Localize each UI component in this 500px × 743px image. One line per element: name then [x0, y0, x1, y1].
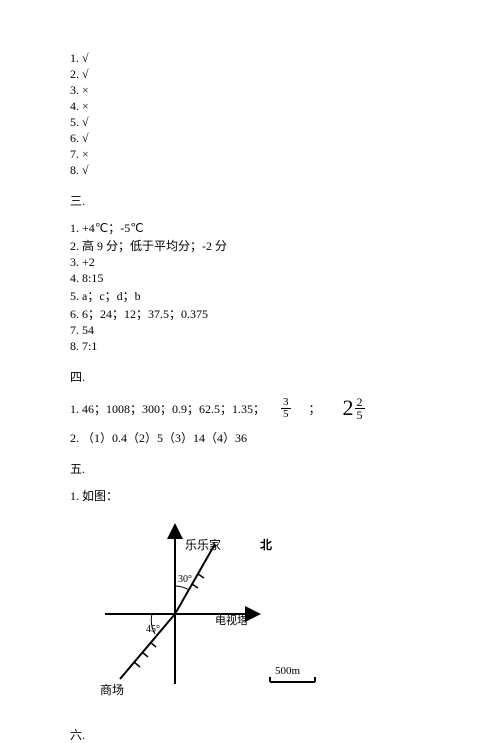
whole: 2	[343, 395, 354, 421]
section-heading: 五.	[70, 460, 430, 477]
numerator: 2	[355, 396, 365, 409]
angle2-label: 45°	[146, 624, 160, 635]
section-heading: 四.	[70, 368, 430, 385]
section-heading: 三.	[70, 192, 430, 209]
list-item: 5. √	[70, 115, 430, 130]
angle1-label: 30°	[178, 574, 192, 585]
home-label: 乐乐家	[185, 537, 221, 552]
north-label: 北	[260, 537, 272, 552]
list-item: 2. √	[70, 67, 430, 82]
list-item: 1. √	[70, 51, 430, 66]
section-list: 1. √ 2. √ 3. × 4. × 5. √ 6. √ 7. × 8. √	[70, 51, 430, 178]
list-item: 3. ×	[70, 83, 430, 98]
fraction: 3 5	[281, 397, 291, 420]
denominator: 5	[281, 409, 291, 420]
list-item: 4. ×	[70, 99, 430, 114]
list-item: 8. √	[70, 163, 430, 178]
text: 1. 46；1008；300；0.9；62.5；1.35；	[70, 400, 265, 417]
mall-label: 商场	[100, 682, 124, 697]
text: 1. 如图：	[70, 487, 430, 504]
section-heading: 六.	[70, 726, 430, 743]
list-item: 2. 高 9 分；低于平均分；-2 分	[70, 237, 430, 254]
list-item: 5. a；c；d；b	[70, 287, 430, 304]
scale-label: 500m	[275, 665, 301, 677]
answer-line: 2. （1）0.4（2）5（3）14（4）36	[70, 429, 430, 446]
list-item: 8. 7:1	[70, 339, 430, 354]
answer-line: 1. 46；1008；300；0.9；62.5；1.35； 3 5 ； 2 2 …	[70, 395, 430, 421]
text: ；	[309, 400, 321, 417]
list-item: 4. 8:15	[70, 271, 430, 286]
section-list: 1. +4℃；-5℃ 2. 高 9 分；低于平均分；-2 分 3. +2 4. …	[70, 219, 430, 354]
numerator: 3	[281, 397, 291, 409]
list-item: 7. 54	[70, 323, 430, 338]
tower-label: 电视塔	[215, 613, 248, 627]
mixed-number: 2 2 5	[343, 395, 365, 421]
list-item: 1. +4℃；-5℃	[70, 219, 430, 236]
list-item: 6. √	[70, 131, 430, 146]
compass-diagram: 北 乐乐家 电视塔 商场 30° 45° 500m	[80, 514, 430, 708]
denominator: 5	[355, 409, 365, 421]
list-item: 6. 6；24；12；37.5；0.375	[70, 305, 430, 322]
fraction: 2 5	[355, 396, 365, 421]
list-item: 3. +2	[70, 255, 430, 270]
diagram-svg: 北 乐乐家 电视塔 商场 30° 45° 500m	[80, 514, 340, 704]
list-item: 7. ×	[70, 147, 430, 162]
